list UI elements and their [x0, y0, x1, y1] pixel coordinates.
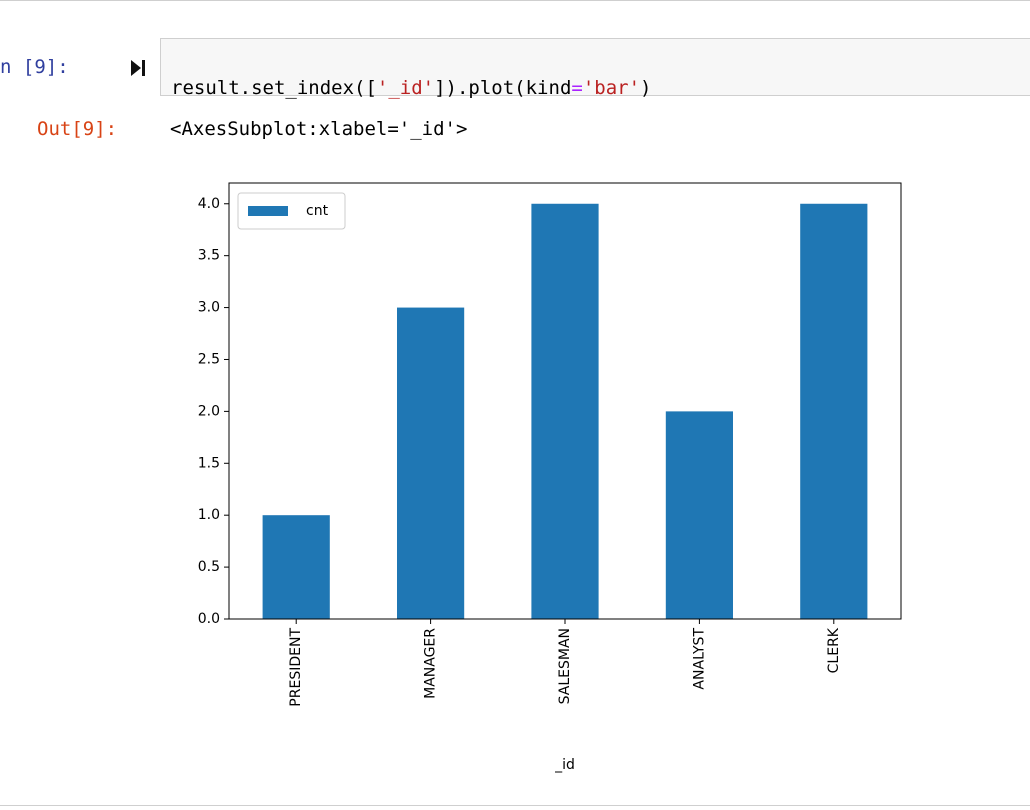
code: ) — [640, 77, 652, 99]
x-tick-label: PRESIDENT — [288, 628, 304, 707]
code: ]).plot(kind — [434, 77, 572, 99]
bar — [531, 203, 599, 619]
y-tick-label: 2.0 — [198, 403, 220, 419]
y-tick-label: 1.0 — [198, 507, 220, 523]
input-prompt: n [9]: — [0, 56, 69, 78]
bar — [665, 411, 733, 619]
legend-swatch — [248, 206, 288, 216]
y-tick-label: 3.5 — [198, 248, 220, 264]
code: result.set_index([ — [171, 77, 377, 99]
top-border — [0, 0, 1030, 1]
output-prompt: Out[9]: — [37, 118, 118, 140]
legend-label: cnt — [306, 203, 329, 219]
y-tick-label: 0.5 — [198, 559, 220, 575]
plot-frame — [228, 182, 902, 620]
legend: cnt — [237, 192, 346, 230]
x-tick-label: CLERK — [826, 627, 842, 673]
x-tick-label: MANAGER — [423, 628, 439, 699]
legend-box — [237, 192, 346, 230]
y-tick-label: 1.5 — [198, 455, 220, 471]
code-string: '_id' — [376, 77, 435, 99]
x-tick-label: SALESMAN — [557, 628, 573, 704]
y-tick-label: 0.0 — [198, 611, 220, 627]
output-text: <AxesSubplot:xlabel='_id'> — [170, 118, 468, 140]
run-triangle — [131, 60, 141, 76]
run-icon[interactable] — [128, 58, 148, 78]
x-axis-label: _id — [554, 757, 575, 773]
run-bar — [142, 60, 145, 76]
x-tick-label: ANALYST — [691, 628, 707, 690]
bar — [800, 203, 868, 619]
bar — [262, 515, 330, 619]
bottom-border — [0, 805, 1030, 806]
code-cell[interactable]: result.set_index(['_id']).plot(kind='bar… — [160, 38, 1030, 99]
code-string: 'bar' — [582, 77, 641, 99]
y-tick-label: 3.0 — [198, 300, 220, 316]
y-tick-label: 4.0 — [198, 196, 220, 212]
y-tick-label: 2.5 — [198, 351, 220, 367]
bar — [397, 307, 465, 619]
code-operator: = — [571, 77, 583, 99]
